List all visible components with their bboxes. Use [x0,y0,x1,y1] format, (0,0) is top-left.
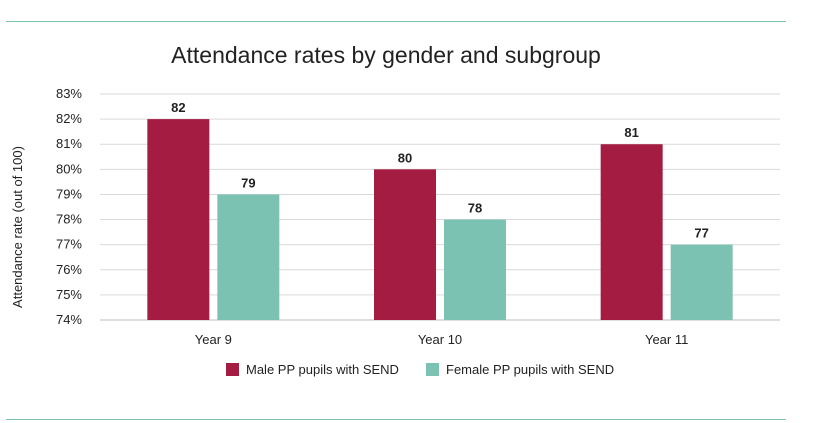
bar-year-11-series-2 [670,244,733,320]
bar-year-9-series-2 [217,194,280,320]
y-tick-label-76: 76% [56,262,82,277]
data-label: 82 [171,100,185,115]
data-label: 79 [241,175,255,190]
y-tick-label-77: 77% [56,237,82,252]
bar-year-10-series-1 [374,169,436,320]
data-label: 78 [468,201,482,216]
data-label: 81 [624,125,638,140]
x-tick-label: Year 11 [645,332,688,347]
top-divider [6,21,786,22]
y-tick-label-74: 74% [56,312,82,327]
bar-year-9-series-1 [147,119,210,320]
y-axis-label: Attendance rate (out of 100) [10,146,25,308]
chart-title: Attendance rates by gender and subgroup [171,42,601,68]
legend-label-2: Female PP pupils with SEND [446,362,614,377]
legend-swatch-2 [426,363,439,376]
y-tick-label-82: 82% [56,111,82,126]
y-tick-label-79: 79% [56,186,82,201]
x-tick-label: Year 10 [418,332,462,347]
data-label: 77 [694,226,708,241]
y-tick-label-83: 83% [56,86,82,101]
data-label: 80 [398,150,412,165]
x-tick-label: Year 9 [195,332,232,347]
bar-year-11-series-1 [600,144,663,320]
y-tick-label-78: 78% [56,212,82,227]
bar-year-10-series-2 [444,219,506,320]
y-tick-label-80: 80% [56,161,82,176]
bottom-divider [6,419,786,420]
legend-label-1: Male PP pupils with SEND [246,362,399,377]
y-tick-label-81: 81% [56,136,82,151]
legend-swatch-1 [226,363,239,376]
y-tick-label-75: 75% [56,287,82,302]
